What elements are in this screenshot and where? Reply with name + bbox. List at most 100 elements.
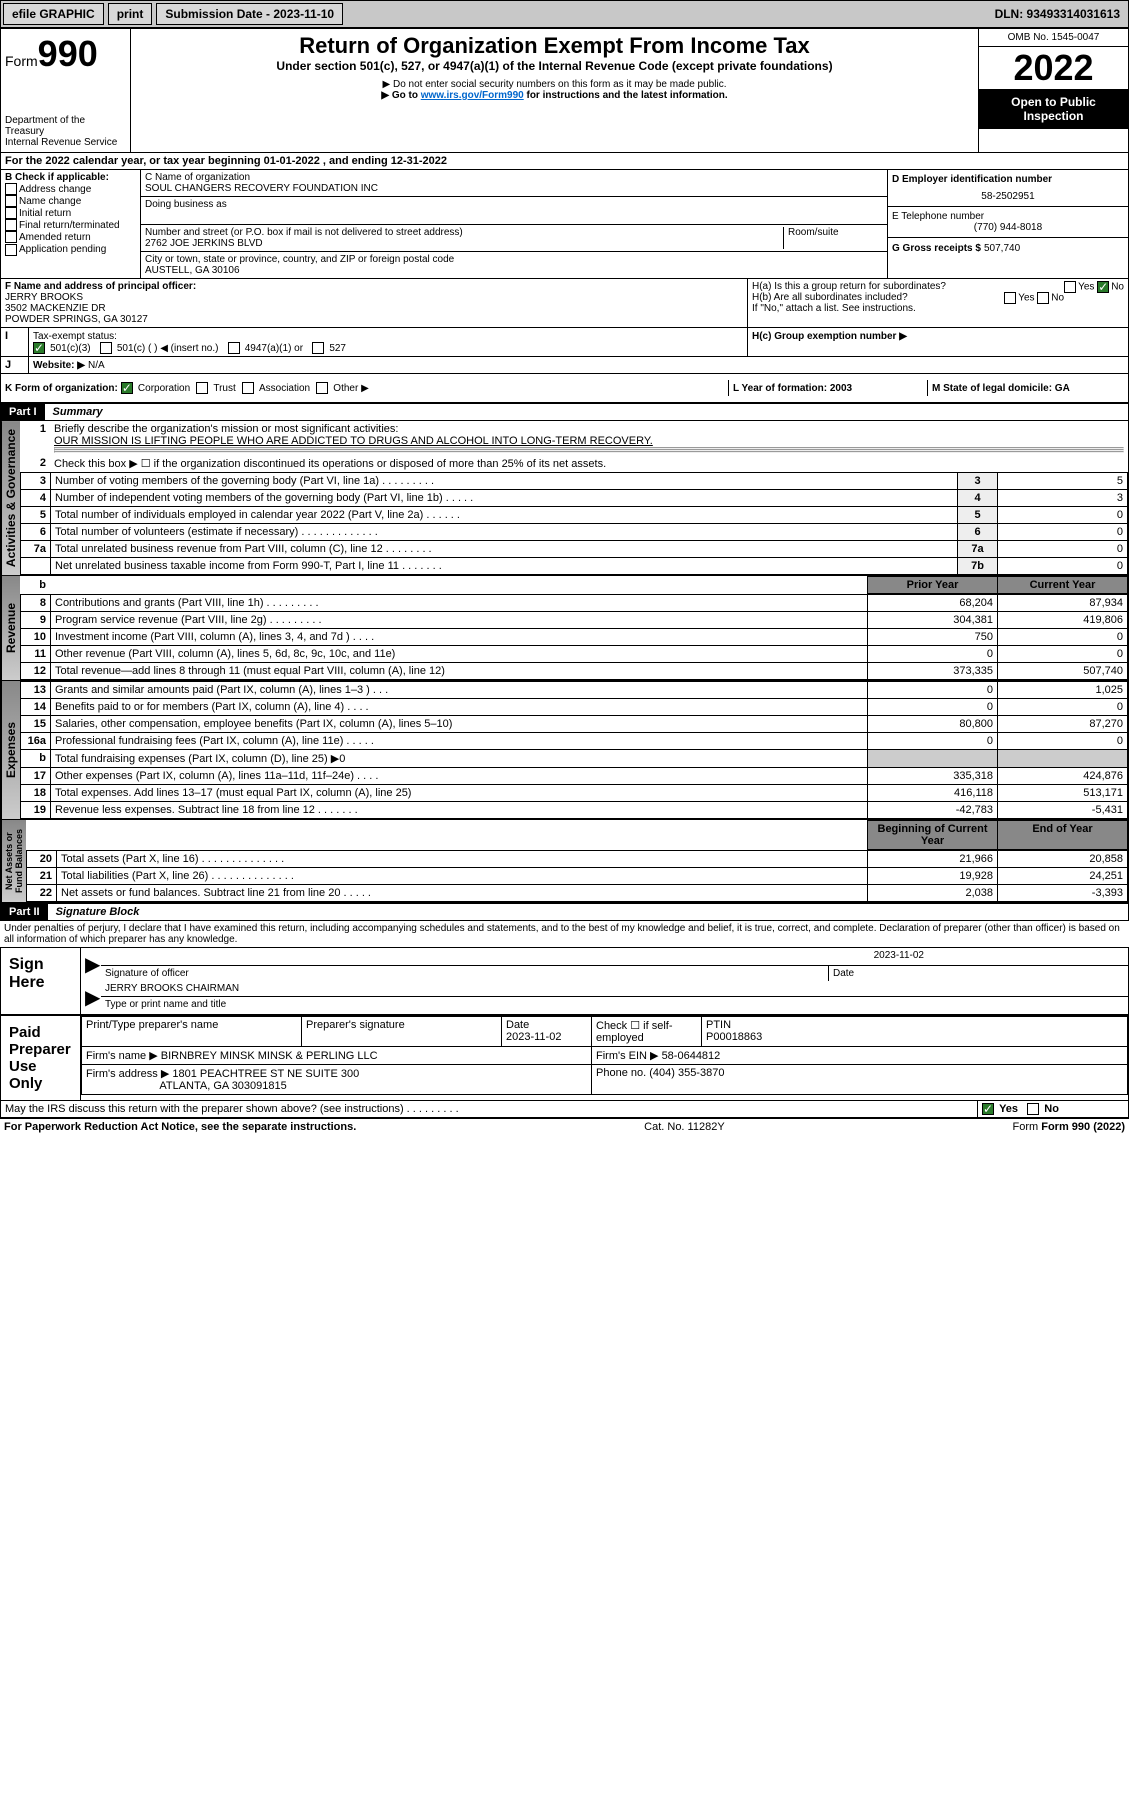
cat-no: Cat. No. 11282Y	[644, 1121, 725, 1133]
end-year-hdr: End of Year	[998, 821, 1128, 850]
chk-address-change[interactable]: Address change	[5, 183, 136, 195]
hb-yes: Yes	[1018, 293, 1034, 304]
signer-name-label: Type or print name and title	[101, 997, 1128, 1012]
ha-text: H(a) Is this a group return for subordin…	[752, 281, 946, 292]
firm-addr1: 1801 PEACHTREE ST NE SUITE 300	[172, 1068, 359, 1080]
chk-initial-return[interactable]: Initial return	[5, 207, 136, 219]
print-button[interactable]: print	[108, 3, 153, 25]
omb-number: OMB No. 1545-0047	[979, 29, 1128, 47]
prep-date: 2023-11-02	[506, 1031, 561, 1043]
form-990-footer: Form 990 (2022)	[1041, 1121, 1125, 1133]
part-ii-header: Part II Signature Block	[0, 903, 1129, 921]
table-row: 5Total number of individuals employed in…	[21, 507, 1128, 524]
dept-label: Department of the Treasury	[5, 115, 126, 137]
irs-link[interactable]: www.irs.gov/Form990	[421, 90, 524, 101]
chk-501c3[interactable]	[33, 342, 45, 354]
sig-officer-label: Signature of officer	[101, 966, 828, 981]
sign-here-section: Sign Here ▶ 2023-11-02 Signature of offi…	[0, 947, 1129, 1015]
expenses-label: Expenses	[1, 681, 20, 819]
note2-pre: ▶ Go to	[381, 90, 420, 101]
chk-name-change[interactable]: Name change	[5, 195, 136, 207]
opt-assoc: Association	[259, 383, 310, 394]
ein-value: 58-2502951	[892, 191, 1124, 202]
table-row: 11Other revenue (Part VIII, column (A), …	[21, 646, 1128, 663]
chk-final-return[interactable]: Final return/terminated	[5, 219, 136, 231]
chk-assoc[interactable]	[242, 382, 254, 394]
chk-other[interactable]	[316, 382, 328, 394]
activities-governance-label: Activities & Governance	[1, 421, 20, 575]
chk-trust[interactable]	[196, 382, 208, 394]
table-row: 19Revenue less expenses. Subtract line 1…	[21, 802, 1128, 819]
discuss-yes-chk[interactable]	[982, 1103, 994, 1115]
paperwork-notice: For Paperwork Reduction Act Notice, see …	[4, 1121, 356, 1133]
irs-label: Internal Revenue Service	[5, 137, 126, 148]
org-address: 2762 JOE JERKINS BLVD	[145, 238, 783, 249]
tax-exempt-label: Tax-exempt status:	[33, 331, 117, 342]
section-j: J Website: ▶ N/A	[0, 357, 1129, 374]
chk-label-2: Initial return	[19, 208, 71, 219]
firm-name: BIRNBREY MINSK MINSK & PERLING LLC	[161, 1050, 378, 1062]
chk-amended-return[interactable]: Amended return	[5, 231, 136, 243]
opt-corp: Corporation	[138, 383, 190, 394]
chk-label-0: Address change	[19, 184, 91, 195]
hb-yes-chk[interactable]	[1004, 292, 1016, 304]
hb-no: No	[1051, 293, 1064, 304]
prep-col4: Check ☐ if self-employed	[592, 1017, 702, 1047]
table-row: 10Investment income (Part VIII, column (…	[21, 629, 1128, 646]
submission-date: Submission Date - 2023-11-10	[156, 3, 343, 25]
form-prefix: Form	[5, 53, 38, 69]
section-k-label: K Form of organization:	[5, 383, 118, 394]
discuss-text: May the IRS discuss this return with the…	[1, 1101, 978, 1117]
chk-4947[interactable]	[228, 342, 240, 354]
prep-col5: PTIN	[706, 1019, 731, 1031]
note2-post: for instructions and the latest informat…	[524, 90, 728, 101]
discuss-no-chk[interactable]	[1027, 1103, 1039, 1115]
opt-501c3: 501(c)(3)	[50, 343, 91, 354]
opt-4947: 4947(a)(1) or	[245, 343, 303, 354]
section-hc: H(c) Group exemption number ▶	[752, 331, 907, 342]
firm-name-label: Firm's name ▶	[86, 1050, 158, 1062]
room-label: Room/suite	[788, 227, 883, 238]
chk-label-5: Application pending	[19, 244, 106, 255]
chk-label-1: Name change	[19, 196, 81, 207]
hb-no-chk[interactable]	[1037, 292, 1049, 304]
section-m: M State of legal domicile: GA	[932, 383, 1070, 394]
tax-year-line: For the 2022 calendar year, or tax year …	[1, 153, 1128, 169]
table-row: 20Total assets (Part X, line 16) . . . .…	[27, 851, 1128, 868]
discuss-row: May the IRS discuss this return with the…	[0, 1101, 1129, 1118]
phone-value: (770) 944-8018	[892, 222, 1124, 233]
section-hb: H(b) Are all subordinates included? Yes …	[752, 292, 1124, 303]
inspection-label: Open to Public Inspection	[979, 89, 1128, 129]
prep-col1: Print/Type preparer's name	[82, 1017, 302, 1047]
table-row: 13Grants and similar amounts paid (Part …	[21, 682, 1128, 699]
chk-application-pending[interactable]: Application pending	[5, 243, 136, 255]
form-990-number: 990	[38, 33, 98, 74]
prep-col2: Preparer's signature	[302, 1017, 502, 1047]
tax-year: 2022	[979, 47, 1128, 89]
section-i: I Tax-exempt status: 501(c)(3) 501(c) ( …	[0, 328, 1129, 357]
paid-preparer-label: Paid Preparer Use Only	[1, 1016, 81, 1100]
ha-yes-chk[interactable]	[1064, 281, 1076, 293]
prior-year-hdr: Prior Year	[868, 577, 998, 594]
table-row: 6Total number of volunteers (estimate if…	[21, 524, 1128, 541]
declaration: Under penalties of perjury, I declare th…	[0, 921, 1129, 947]
website-value: N/A	[88, 360, 105, 371]
table-row: 14Benefits paid to or for members (Part …	[21, 699, 1128, 716]
chk-527[interactable]	[312, 342, 324, 354]
discuss-no: No	[1044, 1103, 1059, 1115]
firm-addr2: ATLANTA, GA 303091815	[159, 1080, 286, 1092]
chk-label-4: Amended return	[19, 232, 91, 243]
chk-corp[interactable]	[121, 382, 133, 394]
table-row: 12Total revenue—add lines 8 through 11 (…	[21, 663, 1128, 680]
officer-addr1: 3502 MACKENZIE DR	[5, 303, 743, 314]
firm-addr-label: Firm's address ▶	[86, 1068, 169, 1080]
revenue-label: Revenue	[1, 576, 20, 680]
section-c-name-label: C Name of organization	[145, 172, 883, 183]
chk-501c[interactable]	[100, 342, 112, 354]
part-i-title: Summary	[45, 404, 111, 420]
table-row: 15Salaries, other compensation, employee…	[21, 716, 1128, 733]
form-subtitle: Under section 501(c), 527, or 4947(a)(1)…	[135, 59, 974, 73]
ha-no-chk[interactable]	[1097, 281, 1109, 293]
org-city: AUSTELL, GA 30106	[145, 265, 883, 276]
prep-col3: Date	[506, 1019, 529, 1031]
